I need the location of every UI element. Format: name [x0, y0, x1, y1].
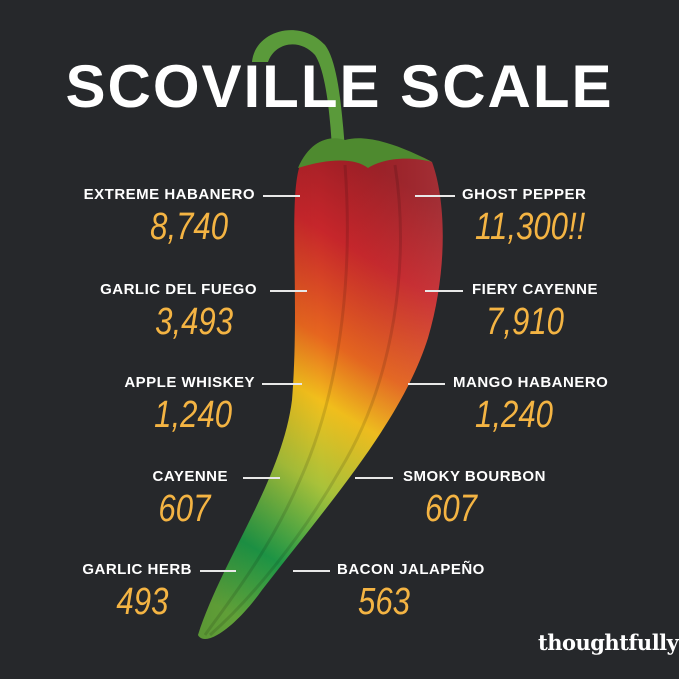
pointer-line: [293, 570, 330, 572]
value-garlic-del-fuego: 3,493: [155, 301, 233, 343]
pointer-line: [415, 195, 455, 197]
label-apple-whiskey: APPLE WHISKEY: [124, 374, 255, 391]
value-cayenne: 607: [158, 488, 210, 530]
label-garlic-del-fuego: GARLIC DEL FUEGO: [100, 281, 257, 298]
pepper-calyx: [298, 138, 432, 168]
page-title: SCOVILLE SCALE: [65, 53, 614, 120]
brand-logo: thoughtfully: [538, 630, 679, 655]
value-apple-whiskey: 1,240: [154, 394, 232, 436]
label-fiery-cayenne: FIERY CAYENNE: [472, 281, 598, 298]
value-fiery-cayenne: 7,910: [486, 301, 564, 343]
pointer-line: [408, 383, 445, 385]
value-garlic-herb: 493: [116, 581, 168, 623]
value-smoky-bourbon: 607: [425, 488, 477, 530]
label-ghost-pepper: GHOST PEPPER: [462, 186, 587, 203]
pointer-line: [200, 570, 236, 572]
label-mango-habanero: MANGO HABANERO: [453, 374, 609, 391]
label-garlic-herb: GARLIC HERB: [82, 561, 192, 578]
label-extreme-habanero: EXTREME HABANERO: [83, 186, 255, 203]
pointer-line: [262, 383, 302, 385]
pepper-stem: [252, 30, 345, 151]
pointer-line: [243, 477, 280, 479]
label-bacon-jalapeno: BACON JALAPEÑO: [337, 561, 485, 578]
pointer-line: [270, 290, 307, 292]
value-mango-habanero: 1,240: [475, 394, 553, 436]
value-ghost-pepper: 11,300!!: [475, 206, 586, 248]
label-cayenne: CAYENNE: [152, 468, 228, 485]
pointer-line: [355, 477, 393, 479]
value-bacon-jalapeno: 563: [358, 581, 410, 623]
pointer-line: [425, 290, 463, 292]
value-extreme-habanero: 8,740: [150, 206, 228, 248]
label-smoky-bourbon: SMOKY BOURBON: [403, 468, 546, 485]
pointer-line: [263, 195, 300, 197]
